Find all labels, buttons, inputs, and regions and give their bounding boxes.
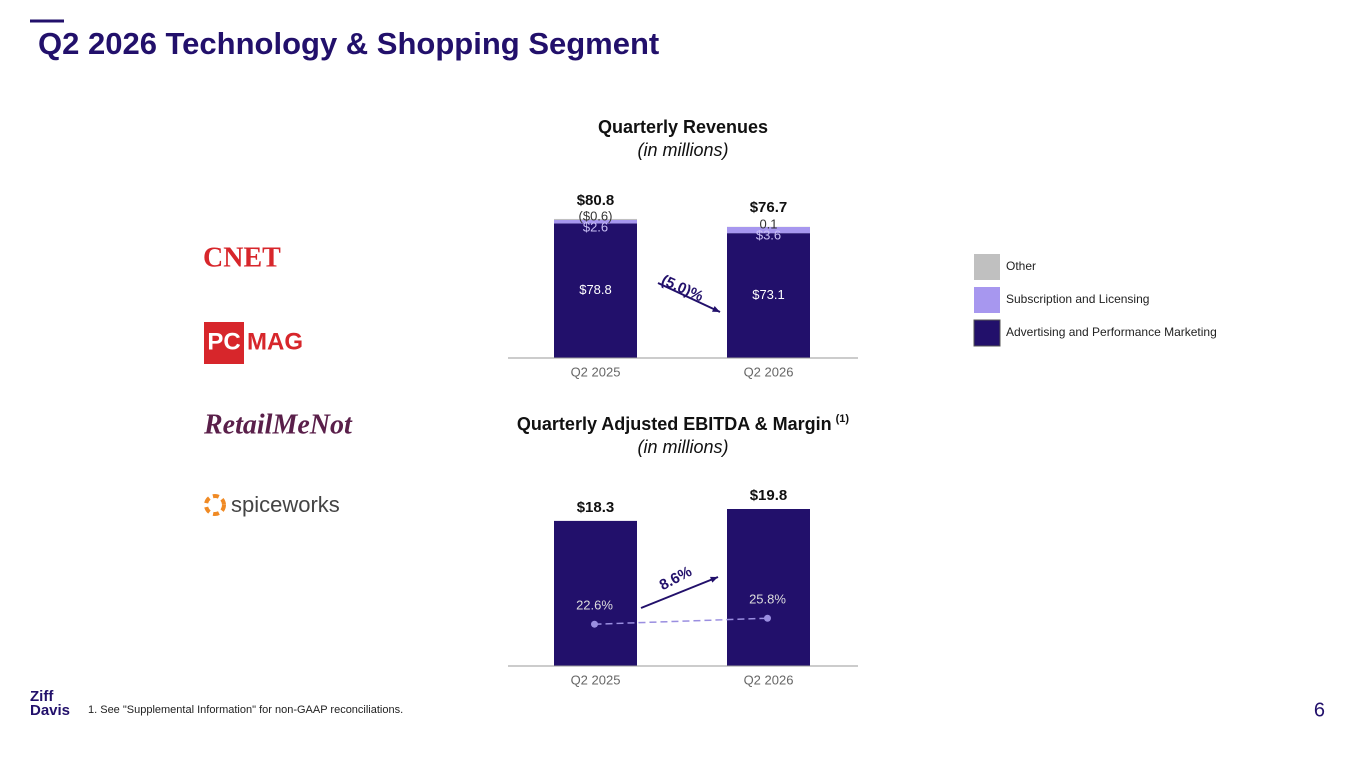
x-tick-label: Q2 2025 — [571, 364, 621, 379]
chart-title-note: (1) — [836, 413, 850, 425]
bar-segment — [554, 218, 637, 224]
bar-segment — [727, 233, 810, 358]
change-arrow — [657, 282, 721, 313]
chart-title-text: Quarterly Adjusted EBITDA & Margin — [517, 414, 832, 434]
bar — [727, 509, 810, 666]
legend-swatch — [974, 254, 1000, 280]
brand-pcmag-pc: PC — [207, 328, 240, 355]
logo-davis: Davis — [30, 702, 70, 719]
change-arrow — [640, 576, 719, 609]
brand-spiceworks: spiceworks — [231, 492, 340, 517]
logo-ziff: Ziff — [30, 688, 54, 705]
bar — [554, 520, 637, 666]
brand-spiceworks-icon — [204, 494, 226, 516]
legend-swatch — [974, 287, 1000, 313]
bar-segment — [727, 227, 810, 234]
change-annotation: (5.0)% — [659, 272, 706, 306]
bar-segment — [554, 218, 637, 220]
margin-label: 25.8% — [749, 592, 786, 607]
margin-line — [594, 617, 768, 625]
chart-subtitle: (in millions) — [637, 437, 728, 457]
value-label: ($0.6) — [579, 208, 613, 223]
chart-subtitle: (in millions) — [637, 140, 728, 160]
value-label: $2.6 — [583, 219, 608, 234]
legend-label: Advertising and Performance Marketing — [1006, 325, 1217, 339]
legend-label: Other — [1006, 259, 1036, 273]
x-tick-label: Q2 2026 — [744, 672, 794, 687]
margin-point — [764, 614, 771, 622]
arrow-head — [710, 576, 718, 583]
slide-title: Q2 2026 Technology & Shopping Segment — [38, 26, 659, 61]
brand-cnet: CNET — [203, 242, 281, 273]
value-label: $73.1 — [752, 287, 785, 302]
chart-title: Quarterly Adjusted EBITDA & Margin (1) — [517, 413, 849, 434]
brand-retailmenot: RetailMeNot — [203, 409, 353, 440]
brand-pcmag-mag: MAG — [247, 328, 303, 355]
value-label: $18.3 — [577, 499, 615, 516]
total-label: $80.8 — [577, 192, 615, 209]
chart-title: Quarterly Revenues — [598, 117, 768, 137]
margin-point — [591, 620, 598, 628]
value-label: $19.8 — [750, 487, 788, 504]
brand-pcmag-box — [204, 322, 244, 364]
x-tick-label: Q2 2026 — [744, 364, 794, 379]
arrow-head — [712, 306, 720, 312]
bar-segment — [554, 223, 637, 358]
legend-swatch — [973, 319, 1001, 347]
legend-label: Subscription and Licensing — [1006, 292, 1149, 306]
value-label: 0.1 — [759, 216, 777, 231]
margin-label: 22.6% — [576, 598, 613, 613]
total-label: $76.7 — [750, 199, 788, 216]
x-tick-label: Q2 2025 — [571, 672, 621, 687]
footnote: 1. See "Supplemental Information" for no… — [88, 704, 403, 716]
value-label: $3.6 — [756, 227, 781, 242]
chart-title-text: Quarterly Revenues — [598, 117, 768, 137]
page-number: 6 — [1314, 699, 1325, 721]
value-label: $78.8 — [579, 282, 612, 297]
